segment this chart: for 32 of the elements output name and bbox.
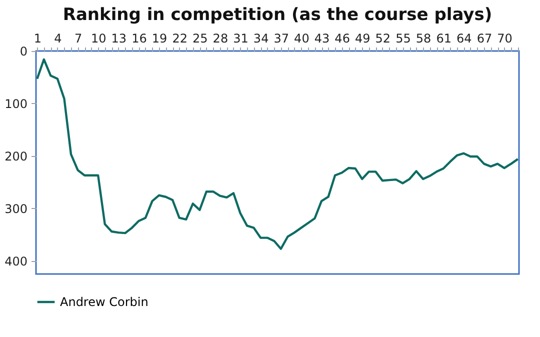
x-tick-label: 64: [456, 32, 472, 46]
x-tick-label: 7: [74, 32, 82, 46]
x-tick-label: 1: [34, 32, 42, 46]
line-series: [36, 58, 519, 250]
x-tick-label: 43: [314, 32, 330, 46]
x-tick-label: 52: [375, 32, 391, 46]
y-tick-label: 400: [4, 254, 28, 268]
x-tick-label: 10: [90, 32, 106, 46]
y-tick-label: 200: [4, 149, 28, 164]
y-tick-label: 0: [20, 44, 28, 58]
x-tick-label: 49: [354, 32, 370, 46]
x-tick-label: 22: [172, 32, 188, 46]
x-tick-label: 40: [294, 32, 310, 46]
x-tick-label: 37: [274, 32, 290, 46]
chart-title: Ranking in competition (as the course plays): [62, 5, 492, 25]
x-tick-label: 61: [436, 32, 452, 46]
x-tick-label: 34: [253, 32, 269, 46]
x-tick-label: 13: [111, 32, 127, 46]
x-tick-label: 25: [192, 32, 208, 46]
x-tick-label: 55: [396, 32, 411, 46]
x-tick-label: 70: [497, 32, 512, 46]
legend-label: Andrew Corbin: [60, 295, 148, 309]
x-tick-label: 46: [334, 32, 350, 46]
x-tick-label: 4: [54, 32, 62, 46]
x-tick-label: 28: [212, 32, 228, 46]
y-tick-label: 300: [4, 202, 28, 216]
x-tick-label: 16: [132, 32, 147, 46]
x-tick-label: 31: [233, 32, 248, 46]
x-tick-label: 58: [416, 32, 432, 46]
x-tick-label: 19: [152, 32, 168, 46]
y-tick-label: 100: [4, 96, 28, 111]
x-tick-label: 67: [476, 32, 492, 46]
